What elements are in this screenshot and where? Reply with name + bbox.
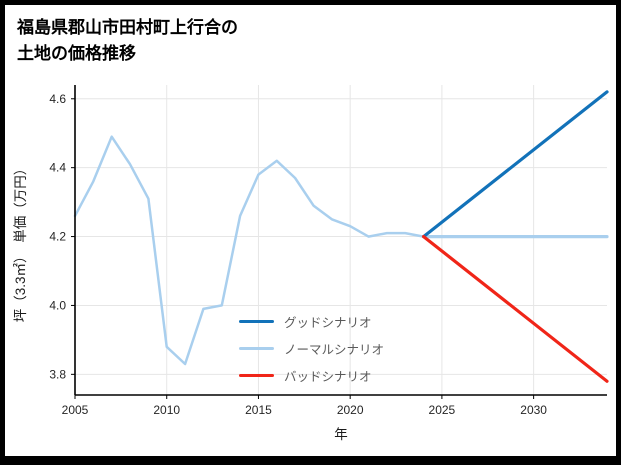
legend-swatch-normal-scenario bbox=[239, 346, 274, 351]
x-axis-label: 年 bbox=[334, 427, 348, 442]
chart-legend: グッドシナリオ ノーマルシナリオ バッドシナリオ bbox=[239, 313, 384, 384]
y-tick-label: 4.4 bbox=[49, 161, 66, 175]
legend-item-bad-scenario: バッドシナリオ bbox=[239, 367, 384, 384]
legend-label-good-scenario: グッドシナリオ bbox=[284, 316, 372, 330]
y-tick-label: 4.0 bbox=[49, 298, 66, 312]
x-tick-label: 2030 bbox=[520, 403, 547, 417]
chart-canvas: 2005 2010 2015 2020 2025 2030 3.8 4.0 4.2 4.4 4.6 bbox=[49, 85, 609, 417]
page-title: 福島県郡山市田村町上行合の 土地の価格推移 bbox=[17, 15, 616, 66]
x-tick-label: 2020 bbox=[337, 403, 364, 417]
y-tick-label: 4.6 bbox=[49, 92, 66, 106]
x-tick-label: 2010 bbox=[153, 403, 180, 417]
x-tick-label: 2025 bbox=[429, 403, 456, 417]
page-title-line2: 土地の価格推移 bbox=[17, 43, 136, 63]
x-tick-label: 2015 bbox=[245, 403, 272, 417]
series-bad-scenario-line bbox=[422, 235, 609, 383]
y-tick-label: 3.8 bbox=[49, 367, 66, 381]
y-tick-label: 4.2 bbox=[49, 230, 66, 244]
legend-label-normal-scenario: ノーマルシナリオ bbox=[284, 343, 385, 357]
legend-swatch-good-scenario bbox=[239, 319, 274, 324]
y-axis-label: 坪（3.3㎡） 単価（万円） bbox=[13, 161, 28, 323]
series-good-scenario-line bbox=[422, 90, 609, 239]
series-historical-line bbox=[73, 135, 425, 366]
legend-item-good-scenario: グッドシナリオ bbox=[239, 313, 384, 330]
legend-label-bad-scenario: バッドシナリオ bbox=[284, 370, 372, 384]
legend-swatch-bad-scenario bbox=[239, 373, 274, 378]
legend-item-normal-scenario: ノーマルシナリオ bbox=[239, 340, 384, 357]
page-title-line1: 福島県郡山市田村町上行合の bbox=[17, 18, 238, 37]
price-trend-chart: 2005 2010 2015 2020 2025 2030 3.8 4.0 4.2 4.4 4.6 … bbox=[5, 75, 616, 456]
x-tick-label: 2005 bbox=[62, 403, 89, 417]
